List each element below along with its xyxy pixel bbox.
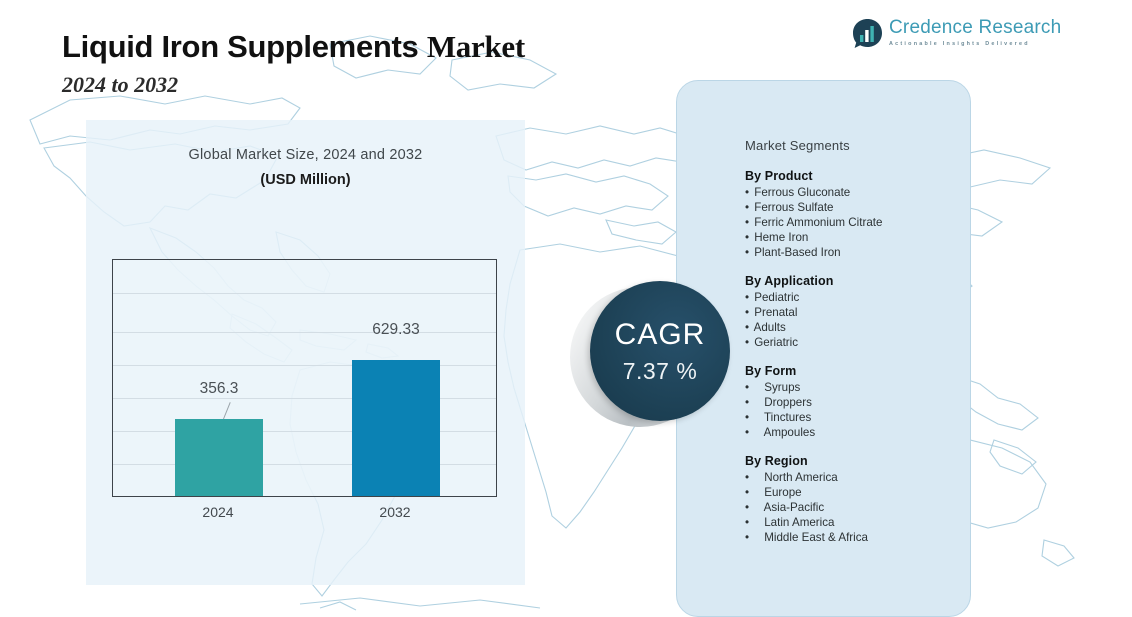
segment-item-label: North America (764, 471, 838, 484)
bullet-icon: • (745, 471, 750, 484)
bar-2024 (175, 419, 263, 496)
segment-item: • Asia-Pacific (745, 500, 975, 515)
bullet-icon: • (745, 321, 750, 334)
bullet-icon: • (745, 501, 750, 514)
segment-group-title: By Product (745, 169, 813, 183)
segment-item: • Prenatal (745, 305, 975, 320)
segment-item-label: Heme Iron (754, 231, 809, 244)
segment-item-label: Ferrous Sulfate (754, 201, 834, 214)
gridline (113, 293, 496, 294)
segment-item: • Adults (745, 320, 975, 335)
segment-list: • North America • Europe • Asia-Pacific … (745, 470, 975, 545)
cagr-value: 7.37 % (622, 357, 698, 384)
bullet-icon: • (745, 186, 750, 199)
segment-item-label: Latin America (764, 516, 835, 529)
segment-item: • Middle East & Africa (745, 530, 975, 545)
segment-list: • Pediatric • Prenatal • Adults • Geriat… (745, 290, 975, 350)
segment-item: • Ferrous Sulfate (745, 200, 975, 215)
bar-value-2032: 629.33 (372, 321, 420, 338)
logo-text: Credence Research Actionable Insights De… (889, 17, 1061, 47)
segment-item-label: Droppers (764, 396, 812, 409)
segment-item: • North America (745, 470, 975, 485)
segment-item-label: Ferrous Gluconate (754, 186, 851, 199)
segment-item-label: Middle East & Africa (764, 531, 868, 544)
market-size-chart: Global Market Size, 2024 and 2032 (USD M… (86, 120, 525, 585)
page-title-secondary: Market (426, 29, 525, 64)
bullet-icon: • (745, 231, 750, 244)
bullet-icon: • (745, 426, 750, 439)
bullet-icon: • (745, 201, 750, 214)
bar-2032 (352, 360, 440, 496)
segment-item: • Plant-Based Iron (745, 245, 975, 260)
segment-item-label: Asia-Pacific (763, 501, 825, 514)
bullet-icon: • (745, 531, 750, 544)
bullet-icon: • (745, 396, 750, 409)
segment-group-application: By Application • Pediatric • Prenatal • … (745, 274, 975, 350)
segment-item: • Droppers (745, 395, 975, 410)
segment-item-label: Syrups (764, 381, 801, 394)
x-axis-label-2032: 2032 (379, 504, 411, 520)
segment-group-title: By Form (745, 364, 797, 378)
bullet-icon: • (745, 411, 750, 424)
segment-list: • Ferrous Gluconate • Ferrous Sulfate • … (745, 185, 975, 260)
segment-group-region: By Region • North America • Europe • Asi… (745, 454, 975, 545)
segment-item: • Tinctures (745, 410, 975, 425)
segment-group-title: By Application (745, 274, 834, 288)
bar-chart-bubble-icon (852, 18, 883, 49)
segment-group-title: By Region (745, 454, 808, 468)
logo-tagline: Actionable Insights Delivered (889, 41, 1030, 47)
segment-item: • Syrups (745, 380, 975, 395)
segment-item: • Ferrous Gluconate (745, 185, 975, 200)
segment-item: • Geriatric (745, 335, 975, 350)
segment-item: • Heme Iron (745, 230, 975, 245)
company-logo[interactable]: Credence Research Actionable Insights De… (852, 17, 1061, 53)
bullet-icon: • (745, 336, 750, 349)
chart-plot-area: 356.3 629.33 (112, 259, 497, 497)
segment-item-label: Plant-Based Iron (754, 246, 841, 259)
bullet-icon: • (745, 306, 750, 319)
page-title-years: 2024 to 2032 (62, 72, 179, 97)
segment-item-label: Europe (764, 486, 802, 499)
bullet-icon: • (745, 246, 750, 259)
segment-group-form: By Form • Syrups • Droppers • Tinctures … (745, 364, 975, 440)
segment-item: • Europe (745, 485, 975, 500)
logo-company-name: Credence Research (889, 17, 1062, 38)
chart-title: Global Market Size, 2024 and 2032 (188, 147, 423, 163)
page-title-primary: Liquid Iron Supplements (62, 29, 419, 64)
cagr-badge: CAGR 7.37 % (570, 281, 730, 441)
x-axis-label-2024: 2024 (202, 504, 234, 520)
market-segments-content: Market Segments By Product • Ferrous Glu… (745, 138, 975, 559)
segment-item-label: Tinctures (764, 411, 812, 424)
value-leader-line (223, 402, 231, 420)
bullet-icon: • (745, 216, 750, 229)
segment-item-label: Geriatric (754, 336, 799, 349)
bullet-icon: • (745, 486, 750, 499)
bar-value-2024: 356.3 (199, 380, 239, 397)
segment-group-product: By Product • Ferrous Gluconate • Ferrous… (745, 169, 975, 260)
segment-item: • Latin America (745, 515, 975, 530)
segment-item-label: Ampoules (763, 426, 816, 439)
segment-item-label: Ferric Ammonium Citrate (754, 216, 883, 229)
segment-item: • Pediatric (745, 290, 975, 305)
segment-item-label: Pediatric (754, 291, 800, 304)
cagr-circle: CAGR 7.37 % (590, 281, 730, 421)
bullet-icon: • (745, 381, 750, 394)
segment-item: • Ampoules (745, 425, 975, 440)
bullet-icon: • (745, 291, 750, 304)
segment-item: • Ferric Ammonium Citrate (745, 215, 975, 230)
segment-list: • Syrups • Droppers • Tinctures • Ampoul… (745, 380, 975, 440)
segment-item-label: Prenatal (754, 306, 798, 319)
chart-subtitle: (USD Million) (260, 172, 351, 188)
market-segments-title: Market Segments (745, 138, 850, 153)
page-title: Liquid Iron Supplements Market (62, 29, 525, 65)
cagr-label: CAGR (614, 317, 706, 351)
bullet-icon: • (745, 516, 750, 529)
segment-item-label: Adults (753, 321, 786, 334)
